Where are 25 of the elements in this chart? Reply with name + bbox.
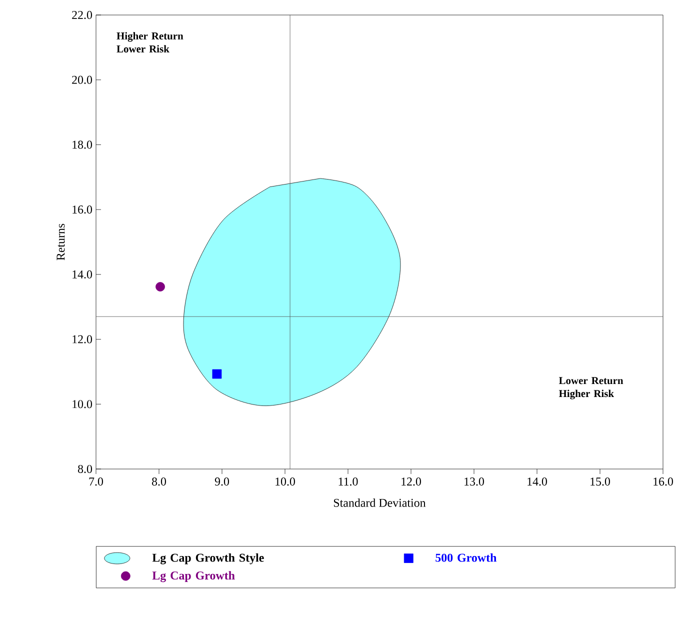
legend-label: 500 Growth (436, 553, 497, 562)
y-tick-label: 14.0 (72, 270, 92, 278)
y-tick-label: 12.0 (72, 335, 92, 344)
x-tick-label: 13.0 (464, 478, 484, 486)
x-tick-label: 12.0 (402, 478, 421, 486)
y-tick-label: 20.0 (72, 76, 92, 84)
x-tick-label: 9.0 (214, 478, 230, 486)
legend-label: Lg Cap Growth (152, 571, 235, 582)
x-tick-label: 15.0 (590, 478, 610, 486)
x-tick-label: 11.0 (338, 478, 358, 486)
y-axis-title: Returns (56, 224, 65, 260)
x-tick-label: 8.0 (152, 478, 166, 486)
annotation: Higher Return Lower Risk (116, 32, 184, 52)
y-tick-label: 8.0 (78, 464, 92, 474)
y-tick-label: 18.0 (72, 140, 92, 149)
x-tick-label: 16.0 (654, 478, 673, 486)
x-tick-label: 10.0 (276, 478, 295, 486)
x-tick-label: 7.0 (89, 478, 104, 486)
annotation: Lower Return Higher Risk (558, 377, 624, 400)
y-tick-label: 22.0 (72, 10, 92, 20)
legend-label: Lg Cap Growth Style (152, 553, 264, 564)
y-tick-label: 16.0 (72, 206, 92, 214)
y-tick-label: 10.0 (72, 400, 92, 408)
x-axis-title: Standard Deviation (334, 498, 426, 507)
x-tick-label: 14.0 (528, 478, 547, 486)
